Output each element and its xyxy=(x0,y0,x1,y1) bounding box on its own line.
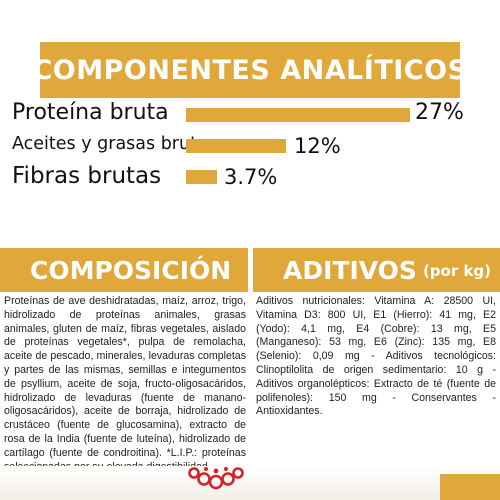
nutrient-label-protein: Proteína bruta xyxy=(12,100,169,125)
nutrient-value-fiber: 3.7% xyxy=(224,165,278,189)
composition-banner: COMPOSICIÓN xyxy=(0,248,248,292)
analytical-components-title: COMPONENTES ANALÍTICOS xyxy=(32,54,468,86)
analytical-components-banner: COMPONENTES ANALÍTICOS xyxy=(32,42,467,98)
additives-text: Aditivos nutricionales: Vitamina A: 2850… xyxy=(256,295,496,418)
nutrient-bar-fiber xyxy=(186,170,217,184)
additives-unit: (por kg) xyxy=(422,262,492,280)
nutrient-label-fat: Aceites y grasas brutos xyxy=(12,134,217,154)
footer-band xyxy=(0,466,500,500)
additives-banner: ADITIVOS (por kg) xyxy=(253,248,500,292)
nutrient-value-protein: 27% xyxy=(415,100,464,125)
nutrient-value-fat: 12% xyxy=(294,134,341,158)
nutrient-label-fiber: Fibras brutas xyxy=(12,163,162,189)
royal-canin-crown-logo-icon xyxy=(188,467,244,490)
composition-title: COMPOSICIÓN xyxy=(30,255,232,285)
composition-text: Proteínas de ave deshidratadas, maíz, ar… xyxy=(4,295,246,473)
nutrient-bar-protein xyxy=(186,108,410,122)
accent-strip xyxy=(440,474,500,500)
nutrient-bar-fat xyxy=(186,139,286,153)
additives-title: ADITIVOS xyxy=(283,255,417,285)
